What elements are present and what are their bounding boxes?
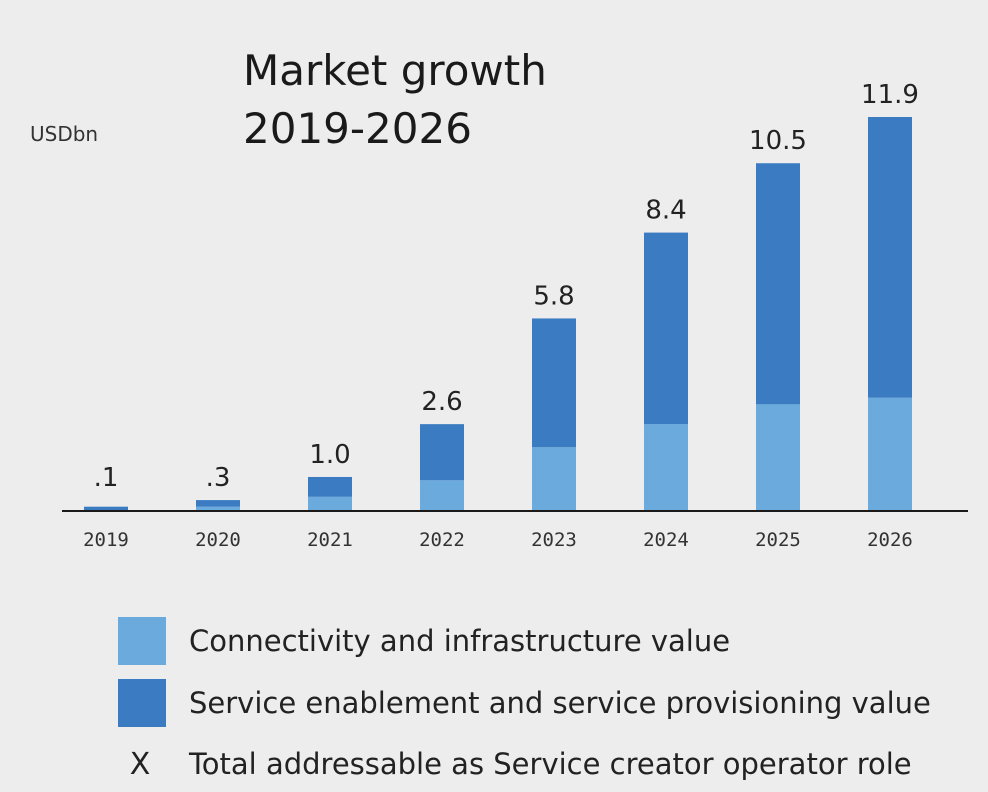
bar-2021-series-1 bbox=[308, 496, 352, 510]
total-label-2023: 5.8 bbox=[533, 281, 574, 311]
x-tick-label-2019: 2019 bbox=[83, 529, 129, 551]
total-label-group: .1 .3 1.0 2.6 5.8 8.4 10.5 11.9 bbox=[94, 80, 919, 493]
bar-group bbox=[84, 117, 912, 510]
total-label-2021: 1.0 bbox=[309, 440, 350, 470]
bar-2024-series-1 bbox=[644, 424, 688, 510]
x-tick-label-2024: 2024 bbox=[643, 529, 689, 551]
total-label-2022: 2.6 bbox=[421, 387, 462, 417]
x-tick-label-2021: 2021 bbox=[307, 529, 353, 551]
bar-2023-series-2 bbox=[532, 318, 576, 448]
bar-2021-series-2 bbox=[308, 476, 352, 497]
legend-label-2: Service enablement and service provision… bbox=[189, 686, 931, 720]
x-tick-label-2023: 2023 bbox=[531, 529, 577, 551]
bar-2022-series-1 bbox=[420, 480, 464, 510]
bar-2024-series-2 bbox=[644, 232, 688, 425]
chart-title-line-1: Market growth bbox=[243, 46, 547, 95]
x-tick-group: 2019 2020 2021 2022 2023 2024 2025 2026 bbox=[83, 529, 913, 551]
bar-2025-series-1 bbox=[756, 404, 800, 510]
x-tick-label-2026: 2026 bbox=[867, 529, 913, 551]
legend-label-1: Connectivity and infrastructure value bbox=[189, 624, 730, 658]
bar-2022-series-2 bbox=[420, 424, 464, 481]
bar-2020-series-1 bbox=[196, 506, 240, 510]
x-tick-label-2020: 2020 bbox=[195, 529, 241, 551]
total-label-2024: 8.4 bbox=[645, 196, 686, 226]
total-label-2020: .3 bbox=[206, 463, 231, 493]
total-label-2025: 10.5 bbox=[749, 126, 807, 156]
bar-2020-series-2 bbox=[196, 500, 240, 507]
legend-swatch-1 bbox=[118, 617, 166, 665]
bar-2026-series-1 bbox=[868, 397, 912, 510]
legend-label-3: Total addressable as Service creator ope… bbox=[188, 747, 912, 781]
legend: Connectivity and infrastructure value Ser… bbox=[118, 617, 931, 782]
x-tick-label-2022: 2022 bbox=[419, 529, 465, 551]
y-axis-unit-label: USDbn bbox=[30, 122, 98, 146]
bar-2026-series-2 bbox=[868, 117, 912, 398]
legend-marker-x: X bbox=[130, 747, 151, 782]
bar-2025-series-2 bbox=[756, 163, 800, 405]
total-label-2019: .1 bbox=[94, 463, 119, 493]
x-tick-label-2025: 2025 bbox=[755, 529, 801, 551]
bar-2023-series-1 bbox=[532, 447, 576, 510]
legend-swatch-2 bbox=[118, 679, 166, 727]
bar-2019-series-2 bbox=[84, 506, 128, 510]
total-label-2026: 11.9 bbox=[861, 80, 919, 110]
chart-title-line-2: 2019-2026 bbox=[243, 104, 472, 153]
